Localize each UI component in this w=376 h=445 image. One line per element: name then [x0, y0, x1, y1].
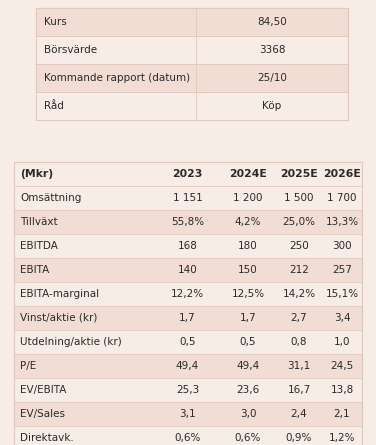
- Bar: [36, 36, 348, 64]
- Text: Direktavk.: Direktavk.: [20, 433, 74, 443]
- Bar: [14, 282, 362, 306]
- Bar: [36, 8, 348, 36]
- Text: (Mkr): (Mkr): [20, 169, 53, 179]
- Text: 31,1: 31,1: [287, 361, 311, 371]
- Text: 1,7: 1,7: [179, 313, 196, 323]
- Text: 3,4: 3,4: [334, 313, 350, 323]
- Text: 1 151: 1 151: [173, 193, 202, 203]
- Text: EBITDA: EBITDA: [20, 241, 58, 251]
- Text: EV/Sales: EV/Sales: [20, 409, 65, 419]
- Text: 2,1: 2,1: [334, 409, 350, 419]
- Text: 55,8%: 55,8%: [171, 217, 204, 227]
- Text: 0,6%: 0,6%: [174, 433, 201, 443]
- Bar: [14, 330, 362, 354]
- Text: Råd: Råd: [44, 101, 64, 111]
- Text: 3368: 3368: [259, 45, 285, 55]
- Bar: [14, 258, 362, 282]
- Text: 25,0%: 25,0%: [282, 217, 315, 227]
- Bar: [14, 426, 362, 445]
- Text: Köp: Köp: [262, 101, 282, 111]
- Bar: [14, 210, 362, 234]
- Text: 2,4: 2,4: [291, 409, 307, 419]
- Text: 0,9%: 0,9%: [286, 433, 312, 443]
- Text: 13,8: 13,8: [331, 385, 353, 395]
- Text: 3,1: 3,1: [179, 409, 196, 419]
- Bar: [36, 8, 348, 120]
- Text: 2025E: 2025E: [280, 169, 318, 179]
- Text: Utdelning/aktie (kr): Utdelning/aktie (kr): [20, 337, 122, 347]
- Text: 2,7: 2,7: [291, 313, 307, 323]
- Text: 0,5: 0,5: [179, 337, 196, 347]
- Text: 2024E: 2024E: [229, 169, 267, 179]
- Text: 3,0: 3,0: [240, 409, 256, 419]
- Text: 250: 250: [289, 241, 309, 251]
- Text: 2023: 2023: [172, 169, 203, 179]
- Bar: [14, 306, 362, 330]
- Bar: [14, 354, 362, 378]
- Bar: [14, 378, 362, 402]
- Text: 23,6: 23,6: [237, 385, 259, 395]
- Bar: [14, 186, 362, 210]
- Text: 16,7: 16,7: [287, 385, 311, 395]
- Text: 1 500: 1 500: [284, 193, 314, 203]
- Text: 168: 168: [177, 241, 197, 251]
- Text: Tillväxt: Tillväxt: [20, 217, 58, 227]
- Text: 0,8: 0,8: [291, 337, 307, 347]
- Text: 140: 140: [177, 265, 197, 275]
- Text: 0,5: 0,5: [240, 337, 256, 347]
- Text: 15,1%: 15,1%: [326, 289, 359, 299]
- Text: 1,0: 1,0: [334, 337, 350, 347]
- Bar: [14, 162, 362, 445]
- Text: 257: 257: [332, 265, 352, 275]
- Bar: [36, 92, 348, 120]
- Text: Omsättning: Omsättning: [20, 193, 81, 203]
- Text: 1,2%: 1,2%: [329, 433, 355, 443]
- Text: EBITA: EBITA: [20, 265, 49, 275]
- Bar: [14, 162, 362, 186]
- Text: 1 200: 1 200: [233, 193, 263, 203]
- Text: 300: 300: [332, 241, 352, 251]
- Text: 180: 180: [238, 241, 258, 251]
- Text: Vinst/aktie (kr): Vinst/aktie (kr): [20, 313, 97, 323]
- Text: 12,5%: 12,5%: [232, 289, 265, 299]
- Text: 150: 150: [238, 265, 258, 275]
- Text: 13,3%: 13,3%: [326, 217, 359, 227]
- Text: 25/10: 25/10: [257, 73, 287, 83]
- Bar: [14, 402, 362, 426]
- Text: 212: 212: [289, 265, 309, 275]
- Text: 1 700: 1 700: [327, 193, 357, 203]
- Text: 49,4: 49,4: [176, 361, 199, 371]
- Text: 24,5: 24,5: [331, 361, 353, 371]
- Text: 1,7: 1,7: [240, 313, 256, 323]
- Text: EBITA-marginal: EBITA-marginal: [20, 289, 99, 299]
- Text: 84,50: 84,50: [257, 17, 287, 27]
- Text: 4,2%: 4,2%: [235, 217, 261, 227]
- Bar: [14, 234, 362, 258]
- Text: Kommande rapport (datum): Kommande rapport (datum): [44, 73, 190, 83]
- Text: P/E: P/E: [20, 361, 36, 371]
- Text: 12,2%: 12,2%: [171, 289, 204, 299]
- Text: 25,3: 25,3: [176, 385, 199, 395]
- Text: EV/EBITA: EV/EBITA: [20, 385, 67, 395]
- Text: Börsvärde: Börsvärde: [44, 45, 97, 55]
- Text: 0,6%: 0,6%: [235, 433, 261, 443]
- Text: 49,4: 49,4: [237, 361, 259, 371]
- Text: 2026E: 2026E: [323, 169, 361, 179]
- Text: Kurs: Kurs: [44, 17, 67, 27]
- Bar: [36, 64, 348, 92]
- Text: 14,2%: 14,2%: [282, 289, 315, 299]
